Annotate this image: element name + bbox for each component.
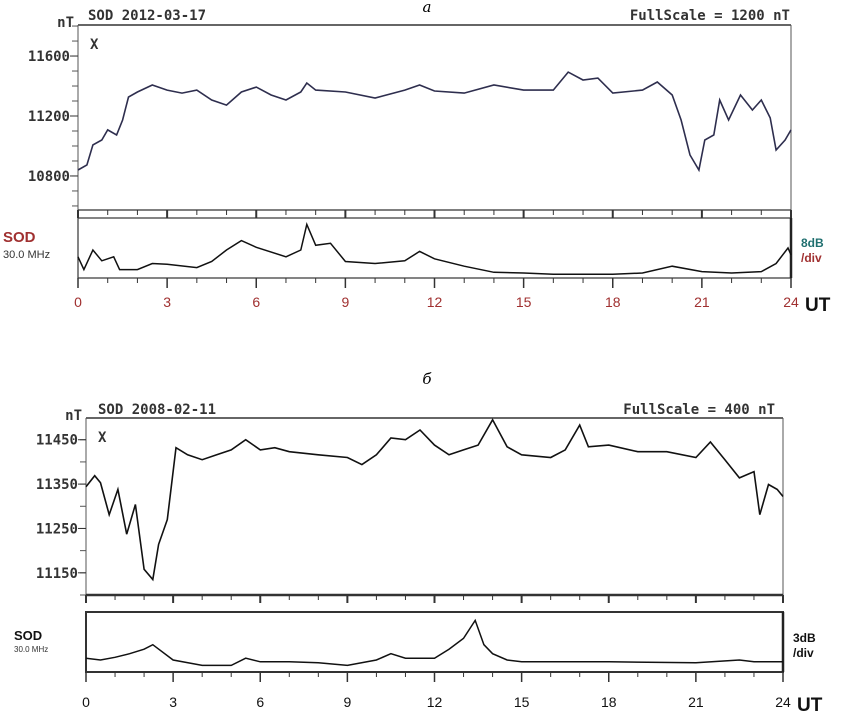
x-axis-label: UT bbox=[797, 695, 823, 716]
component-label: X bbox=[90, 37, 99, 53]
component-label: X bbox=[98, 430, 107, 446]
x-tick-label: 6 bbox=[256, 694, 264, 710]
magnetometer-x-trace bbox=[85, 418, 784, 582]
riometer-frequency-label: 30.0 MHz bbox=[14, 645, 48, 654]
x-tick-label: 9 bbox=[341, 294, 349, 310]
riometer-scale-label: 3dB bbox=[793, 631, 816, 645]
x-tick-label: 12 bbox=[427, 694, 443, 710]
riometer-scale-unit: /div bbox=[801, 251, 822, 265]
riometer-scale-unit: /div bbox=[793, 646, 814, 660]
riometer-trace bbox=[85, 618, 783, 667]
magnetometer-x-trace bbox=[77, 71, 792, 173]
x-tick-label: 24 bbox=[775, 694, 791, 710]
x-tick-label: 18 bbox=[605, 294, 621, 310]
x-tick-label: 6 bbox=[252, 294, 260, 310]
x-tick-label: 21 bbox=[694, 294, 710, 310]
y-tick-label: 10800 bbox=[28, 169, 70, 185]
x-tick-label: 0 bbox=[82, 694, 90, 710]
y-tick-label: 11450 bbox=[36, 433, 78, 449]
chart-1: б SOD 2008-02-11 FullScale = 400 nT nT X 1145… bbox=[14, 370, 823, 716]
x-axis-label: UT bbox=[805, 295, 831, 316]
x-tick-label: 9 bbox=[343, 694, 351, 710]
y-tick-label: 11350 bbox=[36, 477, 78, 493]
riometer-scale-label: 8dB bbox=[801, 236, 824, 250]
y-tick-label: 11600 bbox=[28, 49, 70, 65]
x-tick-label: 3 bbox=[169, 694, 177, 710]
chart-0: а SOD 2012-03-17 FullScale = 1200 nT nT X 116… bbox=[3, 0, 831, 316]
y-axis-unit: nT bbox=[65, 408, 82, 424]
y-tick-label: 11150 bbox=[36, 566, 78, 582]
x-tick-label: 12 bbox=[427, 294, 443, 310]
x-tick-label: 15 bbox=[516, 294, 532, 310]
chart-title: SOD 2012-03-17 bbox=[88, 8, 206, 24]
x-tick-label: 0 bbox=[74, 294, 82, 310]
y-axis-unit: nT bbox=[57, 15, 74, 31]
riometer-station-label: SOD bbox=[3, 229, 36, 246]
riometer-station-label: SOD bbox=[14, 628, 42, 643]
riometer-frequency-label: 30.0 MHz bbox=[3, 249, 50, 261]
panel-caption: б bbox=[422, 370, 432, 388]
x-tick-label: 18 bbox=[601, 694, 617, 710]
fullscale-label: FullScale = 1200 nT bbox=[630, 8, 790, 24]
y-tick-label: 11200 bbox=[28, 109, 70, 125]
y-tick-label: 11250 bbox=[36, 521, 78, 537]
chart-title: SOD 2008-02-11 bbox=[98, 402, 216, 418]
x-tick-label: 24 bbox=[783, 294, 799, 310]
riometer-trace bbox=[77, 221, 792, 276]
x-tick-label: 21 bbox=[688, 694, 704, 710]
x-tick-label: 15 bbox=[514, 694, 530, 710]
fullscale-label: FullScale = 400 nT bbox=[623, 402, 775, 418]
x-tick-label: 3 bbox=[163, 294, 171, 310]
panel-caption: а bbox=[423, 0, 432, 16]
